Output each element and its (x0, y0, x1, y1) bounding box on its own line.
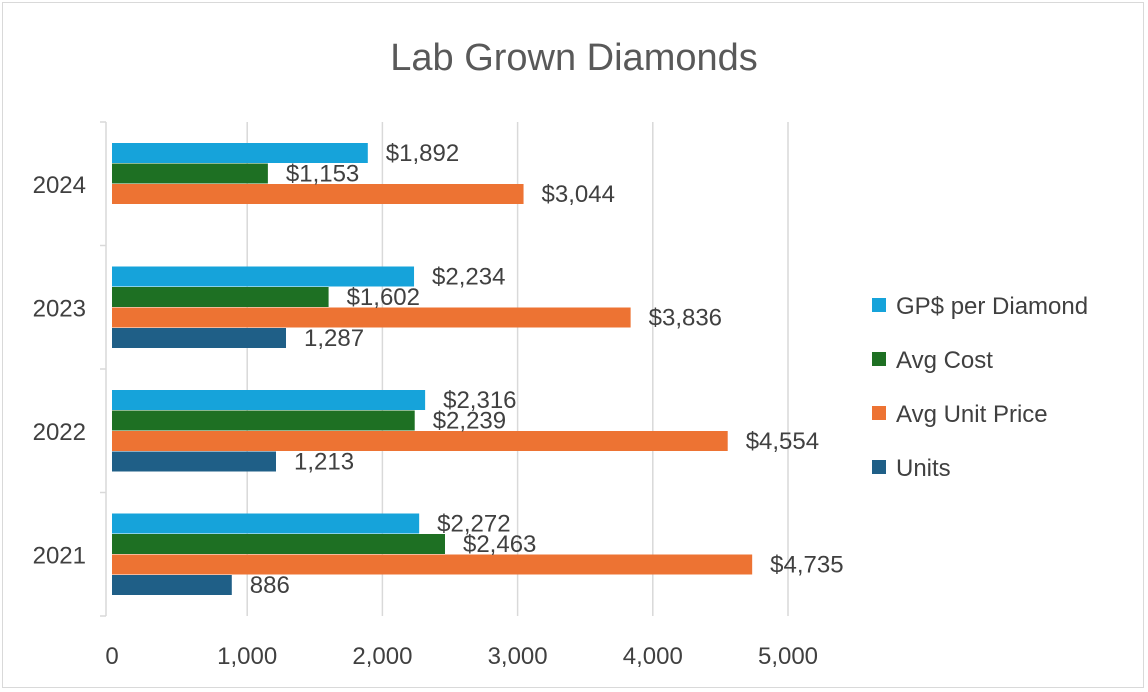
x-tick-label: 2,000 (352, 643, 412, 670)
data-label: $3,044 (542, 181, 615, 208)
category-label: 2022 (33, 419, 86, 446)
data-label: $1,892 (386, 140, 459, 167)
legend-entry: Avg Cost (896, 347, 993, 374)
bar (112, 451, 276, 472)
legend-entry: Avg Unit Price (896, 401, 1048, 428)
data-label: 1,287 (304, 325, 364, 352)
bar (112, 575, 232, 595)
bar (112, 513, 420, 534)
legend: GP$ per Diamond Avg Cost Avg Unit Price Uni… (872, 293, 1088, 482)
bar (112, 143, 368, 163)
x-tick-label: 0 (105, 643, 118, 670)
legend-swatch (872, 352, 886, 366)
legend-entry: GP$ per Diamond (896, 293, 1088, 320)
data-label: $1,153 (286, 161, 359, 188)
data-label: $1,602 (347, 284, 420, 311)
data-label: 1,213 (294, 449, 354, 476)
data-label: 886 (250, 572, 290, 599)
bar (112, 410, 415, 431)
data-labels: 886$4,735$2,463$2,2721,213$4,554$2,239$2… (250, 140, 844, 599)
legend-swatch (872, 460, 886, 474)
bars (112, 143, 753, 595)
data-label: $4,735 (770, 552, 843, 579)
bar (112, 328, 287, 348)
data-label: $2,239 (433, 408, 506, 435)
x-tick-label: 4,000 (623, 643, 683, 670)
category-label: 2024 (33, 172, 86, 199)
category-label: 2023 (33, 295, 86, 322)
category-label: 2021 (33, 542, 86, 569)
data-label: $4,554 (746, 428, 819, 455)
data-label: $3,836 (649, 305, 722, 332)
bar (112, 307, 631, 328)
x-tick-label: 1,000 (217, 643, 277, 670)
chart-title: Lab Grown Diamonds (390, 37, 758, 79)
bar (112, 554, 753, 575)
legend-swatch (872, 406, 886, 420)
data-label: $2,463 (463, 531, 536, 558)
legend-swatch (872, 298, 886, 312)
x-tick-label: 5,000 (758, 643, 818, 670)
bar (112, 163, 268, 184)
bar (112, 390, 426, 410)
bar (112, 287, 329, 307)
x-tick-label: 3,000 (488, 643, 548, 670)
data-label: $2,234 (432, 264, 505, 291)
bar (112, 266, 415, 287)
bar (112, 431, 728, 451)
legend-entry: Units (896, 455, 951, 482)
bar (112, 184, 524, 204)
axes: 0 1,000 2,000 3,000 4,000 5,000 2021 2022 2023 20… (33, 121, 818, 670)
gridlines (246, 122, 789, 616)
data-label: $2,272 (437, 511, 510, 538)
bar (112, 534, 445, 554)
data-label: $2,316 (443, 387, 516, 414)
